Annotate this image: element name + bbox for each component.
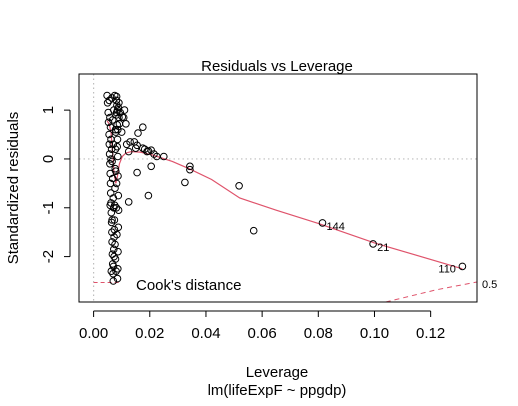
chart-title: Residuals vs Leverage <box>201 58 353 75</box>
x-tick-label: 0.12 <box>416 325 445 342</box>
data-point <box>112 108 121 117</box>
y-tick-label: 1 <box>40 106 57 114</box>
data-point <box>109 194 118 202</box>
point-label: 110 <box>438 263 456 275</box>
data-point <box>114 223 123 232</box>
data-point <box>107 267 116 276</box>
data-point <box>318 219 327 227</box>
y-tick-label: -2 <box>40 250 57 263</box>
data-point <box>112 179 121 188</box>
data-point <box>249 226 258 235</box>
data-point <box>113 274 122 283</box>
data-point <box>124 198 133 206</box>
x-tick-label: 0.06 <box>248 325 277 342</box>
y-tick-label: -1 <box>40 201 57 214</box>
x-tick-label: 0.04 <box>191 325 220 342</box>
point-label: 21 <box>377 242 389 254</box>
data-point <box>104 108 112 117</box>
y-tick-label: 0 <box>40 155 57 163</box>
y-axis: -2 -1 0 1 <box>40 106 71 263</box>
data-point <box>114 191 123 200</box>
data-point <box>108 116 117 124</box>
cooks-distance-legend: Cook's distance <box>136 277 241 294</box>
point-label: 144 <box>327 221 345 233</box>
model-formula: lm(lifeExpF ~ ppgdp) <box>208 382 347 399</box>
data-point <box>112 128 120 136</box>
data-point <box>110 245 118 254</box>
data-point <box>106 201 114 210</box>
data-point <box>186 165 194 174</box>
data-point <box>114 103 123 112</box>
data-point <box>235 182 243 190</box>
cooks-distance-lines <box>93 281 478 303</box>
data-point <box>112 267 120 276</box>
x-tick-label: 0.00 <box>79 325 108 342</box>
data-point <box>109 277 118 285</box>
data-point <box>458 262 467 271</box>
data-point <box>106 160 114 168</box>
data-point <box>114 206 123 214</box>
cooks-distance-contour <box>385 281 478 303</box>
points-group <box>103 91 467 285</box>
x-axis: 0.00 0.02 0.04 0.06 0.08 0.10 0.12 <box>79 310 445 342</box>
data-point <box>103 99 112 107</box>
data-point <box>112 204 121 212</box>
data-point <box>160 152 168 161</box>
data-point <box>111 125 120 134</box>
x-axis-label: Leverage <box>246 364 309 381</box>
data-point <box>115 99 123 107</box>
data-point <box>105 150 114 158</box>
data-point <box>107 155 115 163</box>
data-point <box>124 147 133 156</box>
x-tick-label: 0.08 <box>304 325 333 342</box>
data-point <box>103 91 111 100</box>
data-point <box>122 120 130 128</box>
data-point <box>105 130 113 139</box>
data-point <box>110 252 118 261</box>
reference-lines <box>79 74 477 302</box>
data-point <box>144 191 153 200</box>
data-point <box>126 138 134 146</box>
data-point <box>134 129 142 137</box>
data-point <box>113 121 121 129</box>
x-tick-label: 0.02 <box>135 325 164 342</box>
data-point <box>181 178 189 187</box>
data-point <box>186 162 194 171</box>
x-tick-label: 0.10 <box>360 325 389 342</box>
data-point <box>114 125 122 134</box>
data-point <box>107 135 115 144</box>
data-point <box>111 184 119 192</box>
data-point <box>139 123 147 131</box>
data-point <box>114 247 122 256</box>
data-point <box>369 240 377 248</box>
data-point <box>104 118 113 127</box>
data-point <box>114 265 122 273</box>
y-axis-label: Standardized residuals <box>5 112 22 265</box>
data-point <box>110 91 119 100</box>
data-point <box>108 216 116 224</box>
data-point <box>108 174 117 183</box>
data-point <box>105 96 114 105</box>
data-point <box>112 167 120 175</box>
data-point <box>105 140 114 149</box>
data-point <box>133 168 141 177</box>
data-point <box>111 240 119 249</box>
data-point <box>110 216 119 224</box>
data-point <box>147 162 155 171</box>
plot-frame <box>78 73 478 303</box>
data-point <box>114 152 122 161</box>
data-point <box>108 228 116 236</box>
data-point <box>113 142 121 151</box>
cooks-level-label: 0.5 <box>482 279 497 291</box>
data-point <box>113 230 121 239</box>
data-point <box>109 140 118 149</box>
point-labels-group: 144 21 110 <box>327 221 456 276</box>
